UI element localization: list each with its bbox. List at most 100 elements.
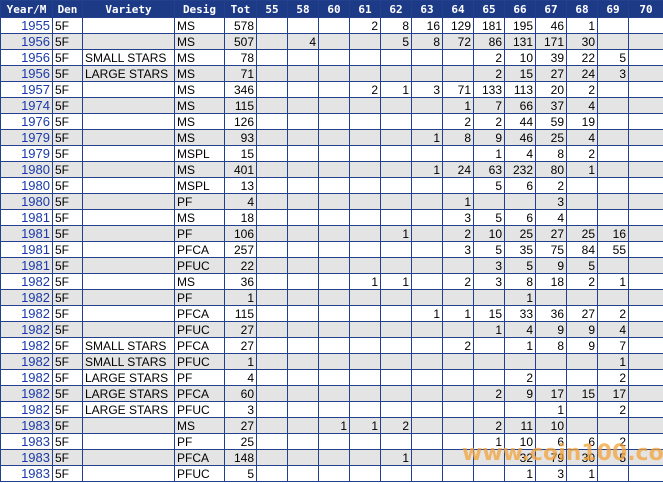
variety-cell: SMALL STARS [82, 49, 175, 66]
empty-cell [318, 129, 350, 146]
grade-count-cell: 2 [473, 65, 505, 82]
grade-count-cell: 44 [504, 113, 536, 130]
empty-cell [287, 241, 319, 258]
year-cell[interactable]: 1981 [0, 257, 53, 274]
empty-cell [597, 81, 629, 98]
total-cell: 71 [224, 65, 257, 82]
year-cell[interactable]: 1982 [0, 273, 53, 290]
year-cell[interactable]: 1956 [0, 65, 53, 82]
column-header: Tot [224, 0, 257, 18]
empty-cell [628, 305, 663, 322]
empty-cell [318, 193, 350, 210]
denomination-cell: 5F [52, 145, 83, 162]
year-cell[interactable]: 1983 [0, 449, 53, 466]
empty-cell [597, 17, 629, 34]
empty-cell [256, 337, 288, 354]
grade-count-cell: 17 [597, 385, 629, 402]
year-cell[interactable]: 1974 [0, 97, 53, 114]
designation-cell: MS [174, 273, 225, 290]
empty-cell [628, 417, 663, 434]
grade-count-cell: 15 [473, 305, 505, 322]
total-cell: 36 [224, 273, 257, 290]
table-row: 1976 5F MS 126 2 2 44 59 19 [0, 113, 663, 130]
grade-count-cell: 2 [473, 113, 505, 130]
empty-cell [504, 353, 536, 370]
empty-cell [411, 433, 443, 450]
year-cell[interactable]: 1982 [0, 305, 53, 322]
designation-cell: MSPL [174, 145, 225, 162]
year-cell[interactable]: 1980 [0, 177, 53, 194]
table-row: 1979 5F MS 93 1 8 9 46 25 4 [0, 129, 663, 146]
total-cell: 13 [224, 177, 257, 194]
empty-cell [349, 337, 381, 354]
year-cell[interactable]: 1982 [0, 385, 53, 402]
year-cell[interactable]: 1981 [0, 241, 53, 258]
empty-cell [597, 113, 629, 130]
empty-cell [597, 33, 629, 50]
year-cell[interactable]: 1982 [0, 337, 53, 354]
empty-cell [82, 113, 175, 130]
grade-count-cell: 3 [411, 81, 443, 98]
variety-cell: LARGE STARS [82, 401, 175, 418]
empty-cell [256, 161, 288, 178]
total-cell: 578 [224, 17, 257, 34]
empty-cell [349, 449, 381, 466]
empty-cell [411, 209, 443, 226]
empty-cell [411, 65, 443, 82]
year-cell[interactable]: 1982 [0, 321, 53, 338]
empty-cell [287, 305, 319, 322]
empty-cell [318, 225, 350, 242]
designation-cell: PFCA [174, 305, 225, 322]
grade-count-cell: 3 [442, 241, 474, 258]
year-cell[interactable]: 1981 [0, 209, 53, 226]
empty-cell [287, 209, 319, 226]
year-cell[interactable]: 1982 [0, 401, 53, 418]
grade-count-cell: 5 [597, 49, 629, 66]
year-cell[interactable]: 1956 [0, 49, 53, 66]
year-cell[interactable]: 1957 [0, 81, 53, 98]
year-cell[interactable]: 1983 [0, 417, 53, 434]
empty-cell [442, 145, 474, 162]
table-row: 1956 5F MS 507 4 5 8 72 86 131 171 30 [0, 33, 663, 50]
year-cell[interactable]: 1981 [0, 225, 53, 242]
table-row: 1983 5F PFCA 148 1 32 79 30 5 [0, 449, 663, 466]
empty-cell [535, 353, 567, 370]
empty-cell [628, 369, 663, 386]
empty-cell [287, 65, 319, 82]
denomination-cell: 5F [52, 209, 83, 226]
empty-cell [411, 465, 443, 482]
year-cell[interactable]: 1956 [0, 33, 53, 50]
year-cell[interactable]: 1976 [0, 113, 53, 130]
year-cell[interactable]: 1979 [0, 129, 53, 146]
empty-cell [411, 385, 443, 402]
empty-cell [349, 177, 381, 194]
empty-cell [597, 161, 629, 178]
header-row: Year/M Den Variety Desig Tot 55 58 60 61 62 63 64 65… [0, 0, 663, 18]
empty-cell [287, 321, 319, 338]
empty-cell [256, 385, 288, 402]
designation-cell: PF [174, 289, 225, 306]
grade-count-cell: 84 [566, 241, 598, 258]
year-cell[interactable]: 1983 [0, 465, 53, 482]
year-cell[interactable]: 1982 [0, 369, 53, 386]
empty-cell [318, 209, 350, 226]
column-header: Den [52, 0, 83, 18]
table-row: 1980 5F PF 4 1 3 [0, 193, 663, 210]
year-cell[interactable]: 1983 [0, 433, 53, 450]
year-cell[interactable]: 1980 [0, 161, 53, 178]
grade-count-cell: 86 [473, 33, 505, 50]
empty-cell [380, 305, 412, 322]
denomination-cell: 5F [52, 449, 83, 466]
empty-cell [380, 385, 412, 402]
year-cell[interactable]: 1979 [0, 145, 53, 162]
total-cell: 5 [224, 465, 257, 482]
empty-cell [349, 97, 381, 114]
year-cell[interactable]: 1982 [0, 353, 53, 370]
year-cell[interactable]: 1982 [0, 289, 53, 306]
empty-cell [628, 257, 663, 274]
designation-cell: PF [174, 193, 225, 210]
grade-count-cell: 33 [504, 305, 536, 322]
year-cell[interactable]: 1955 [0, 17, 53, 34]
year-cell[interactable]: 1980 [0, 193, 53, 210]
empty-cell [287, 129, 319, 146]
